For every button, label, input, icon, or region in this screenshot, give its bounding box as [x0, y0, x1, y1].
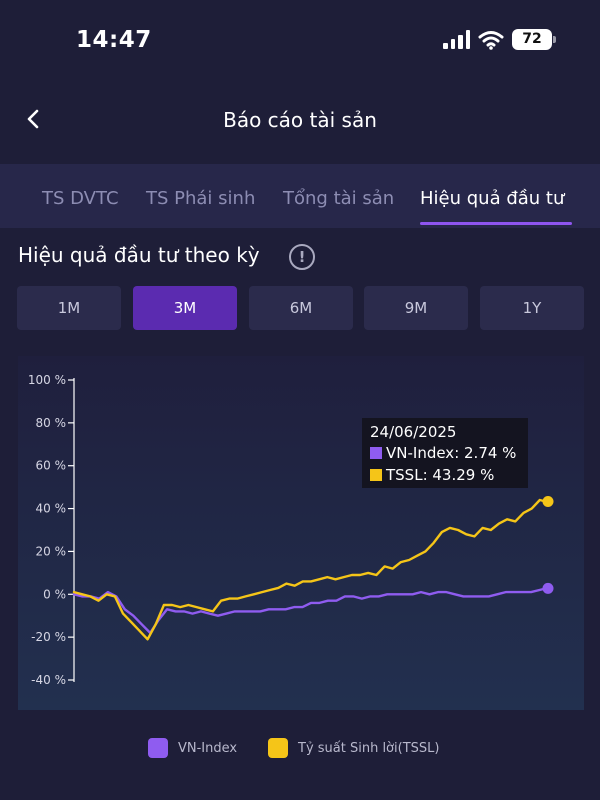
legend-item-tssl[interactable]: Tỷ suất Sinh lời(TSSL): [268, 738, 439, 758]
tab-hieu-qua-dau-tu[interactable]: Hiệu quả đầu tư: [420, 188, 565, 209]
tabs-bar: TS DVTC TS Phái sinh Tổng tài sản Hiệu q…: [0, 164, 600, 228]
tab-ts-dvtc[interactable]: TS DVTC: [42, 188, 119, 209]
chevron-left-icon: [27, 109, 39, 129]
status-icons: 72: [443, 29, 556, 50]
tooltip-swatch: [370, 469, 382, 481]
header: Báo cáo tài sản: [0, 80, 600, 164]
tab-ts-phai-sinh[interactable]: TS Phái sinh: [146, 188, 256, 209]
legend-item-vnindex[interactable]: VN-Index: [148, 738, 237, 758]
period-6m-button[interactable]: 6M: [249, 286, 353, 330]
wifi-icon: [478, 30, 504, 50]
tooltip-row-tssl: TSSL: 43.29 %: [370, 464, 520, 486]
battery-icon: 72: [512, 29, 556, 50]
section-title: Hiệu quả đầu tư theo kỳ: [18, 243, 260, 267]
status-bar: 14:47 72: [0, 0, 600, 80]
tooltip-swatch: [370, 447, 382, 459]
period-3m-button[interactable]: 3M: [133, 286, 237, 330]
signal-icon: [443, 30, 470, 49]
legend-label: Tỷ suất Sinh lời(TSSL): [298, 740, 440, 756]
page-title: Báo cáo tài sản: [223, 108, 377, 132]
period-9m-button[interactable]: 9M: [364, 286, 468, 330]
tab-tong-tai-san[interactable]: Tổng tài sản: [283, 188, 395, 209]
tooltip-value: TSSL: 43.29 %: [386, 466, 495, 484]
chart-area: [18, 356, 584, 710]
chart-tooltip: 24/06/2025 VN-Index: 2.74 % TSSL: 43.29 …: [362, 418, 528, 488]
tooltip-row-vnindex: VN-Index: 2.74 %: [370, 442, 520, 464]
status-time: 14:47: [76, 27, 152, 53]
tooltip-date: 24/06/2025: [370, 423, 457, 441]
active-tab-indicator: [420, 222, 572, 225]
battery-level: 72: [522, 31, 542, 47]
back-button[interactable]: [18, 104, 48, 134]
legend-swatch: [148, 738, 168, 758]
period-1y-button[interactable]: 1Y: [480, 286, 584, 330]
chart-legend: VN-Index Tỷ suất Sinh lời(TSSL): [0, 738, 600, 760]
info-icon[interactable]: !: [289, 244, 315, 270]
legend-swatch: [268, 738, 288, 758]
legend-label: VN-Index: [178, 740, 238, 756]
period-1m-button[interactable]: 1M: [17, 286, 121, 330]
tooltip-value: VN-Index: 2.74 %: [386, 444, 517, 462]
